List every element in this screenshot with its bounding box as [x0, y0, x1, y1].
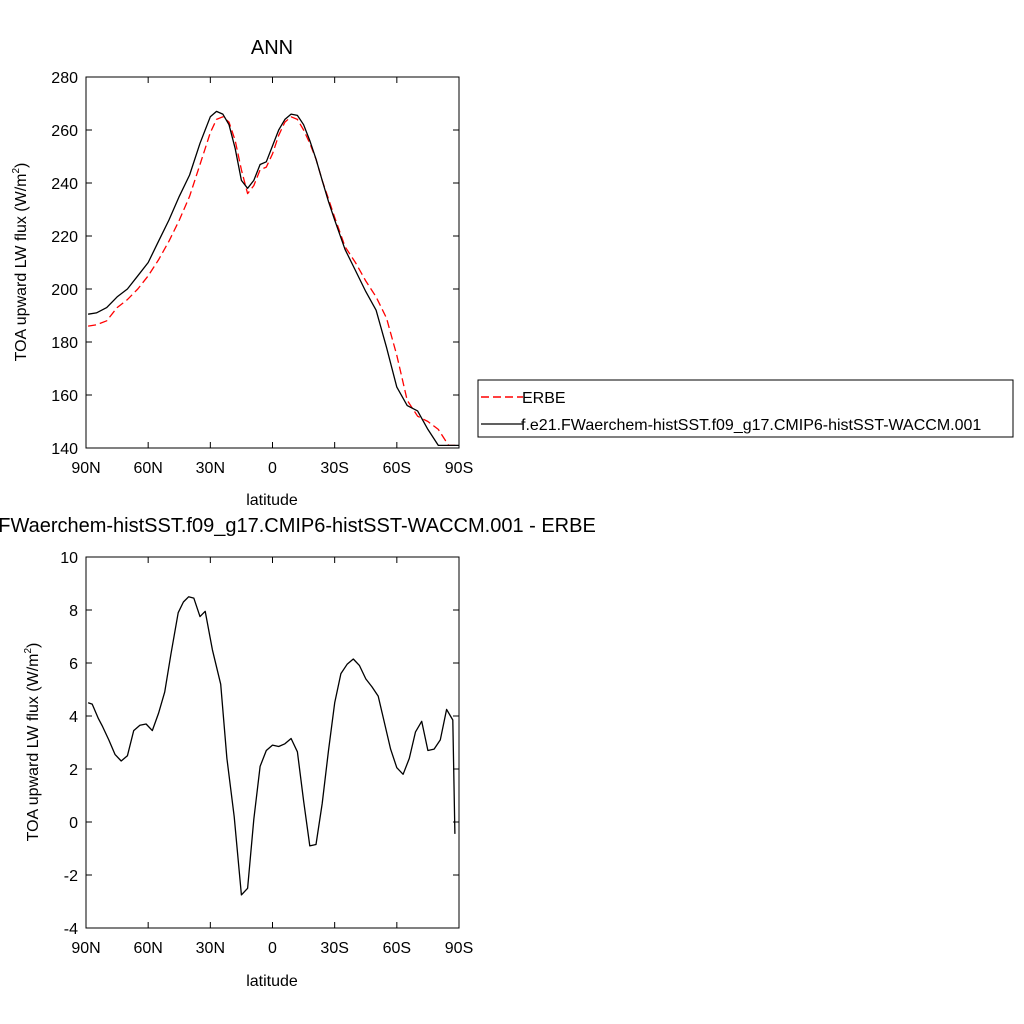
x-tick-label: 60S	[383, 460, 411, 477]
series-line-1	[87, 116, 459, 447]
series-group	[87, 110, 459, 447]
y-axis-label-2-close: )	[25, 643, 42, 648]
x-tick-label: 60S	[383, 940, 411, 957]
series-line-1	[87, 596, 456, 896]
x-tick-label: 90N	[71, 460, 100, 477]
y-axis-label-2-sup: 2	[23, 648, 34, 654]
panel-2: f.e21.FWaerchem-histSST.f09_g17.CMIP6-hi…	[0, 515, 596, 990]
y-tick-labels: 140 160 180 200 220 240 260 280	[51, 70, 78, 458]
x-tick-label: 30N	[196, 460, 225, 477]
x-tick-label: 30S	[320, 460, 348, 477]
legend-label-model: f.e21.FWaerchem-histSST.f09_g17.CMIP6-hi…	[521, 417, 981, 434]
x-axis-label-2: latitude	[246, 973, 298, 990]
chart-title: ANN	[251, 37, 293, 59]
series-group-2	[87, 596, 456, 896]
plot-frame-2	[85, 556, 460, 929]
y-tick-label: -2	[64, 868, 78, 885]
y-tick-label: 2	[69, 762, 78, 779]
y-tick-label: 0	[69, 815, 78, 832]
plot-frame	[85, 76, 460, 449]
y-tick-label: -4	[64, 921, 78, 938]
x-tick-label: 30N	[196, 940, 225, 957]
panel-1: ANN 90N 60N 30N 0 30S 60S 90S 140 160 180 200 220 2…	[11, 37, 1014, 509]
legend-box	[477, 379, 1014, 438]
y-axis-label-2: TOA upward LW flux (W/m2)	[23, 643, 42, 842]
legend: ERBE f.e21.FWaerchem-histSST.f09_g17.CMI…	[477, 379, 1014, 438]
y-axis-label: TOA upward LW flux (W/m2)	[11, 163, 30, 362]
y-tick-label: 140	[51, 441, 78, 458]
y-axis-label-sup: 2	[11, 168, 22, 174]
y-axis-label-2-text: TOA upward LW flux (W/m	[25, 654, 42, 842]
y-tick-label: 220	[51, 229, 78, 246]
y-tick-label: 280	[51, 70, 78, 87]
legend-label-erbe: ERBE	[522, 390, 566, 407]
y-tick-label: 240	[51, 176, 78, 193]
y-tick-label: 260	[51, 123, 78, 140]
x-tick-label: 60N	[133, 940, 162, 957]
series-line-2	[87, 110, 459, 447]
x-tick-label: 30S	[320, 940, 348, 957]
x-tick-label: 0	[268, 940, 277, 957]
y-tick-label: 8	[69, 603, 78, 620]
axes-ticks	[85, 76, 460, 449]
y-axis-label-text: TOA upward LW flux (W/m	[13, 174, 30, 362]
x-tick-label: 90N	[71, 940, 100, 957]
x-tick-label: 60N	[133, 460, 162, 477]
x-axis-label: latitude	[246, 492, 298, 509]
y-tick-label: 6	[69, 656, 78, 673]
chart-title-2: f.e21.FWaerchem-histSST.f09_g17.CMIP6-hi…	[0, 515, 596, 537]
x-tick-labels: 90N 60N 30N 0 30S 60S 90S	[71, 460, 473, 477]
x-tick-label: 0	[268, 460, 277, 477]
y-axis-label-close: )	[13, 163, 30, 168]
y-tick-label: 180	[51, 335, 78, 352]
y-tick-label: 10	[60, 550, 78, 567]
y-tick-label: 160	[51, 388, 78, 405]
x-tick-label: 90S	[445, 460, 473, 477]
x-tick-label: 90S	[445, 940, 473, 957]
axes-ticks-2	[85, 556, 460, 929]
y-tick-label: 4	[69, 709, 78, 726]
x-tick-labels-2: 90N 60N 30N 0 30S 60S 90S	[71, 940, 473, 957]
y-tick-labels-2: -4 -2 0 2 4 6 8 10	[60, 550, 78, 938]
y-tick-label: 200	[51, 282, 78, 299]
